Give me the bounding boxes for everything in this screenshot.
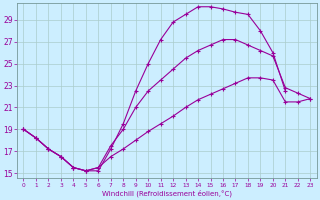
X-axis label: Windchill (Refroidissement éolien,°C): Windchill (Refroidissement éolien,°C) <box>102 189 232 197</box>
